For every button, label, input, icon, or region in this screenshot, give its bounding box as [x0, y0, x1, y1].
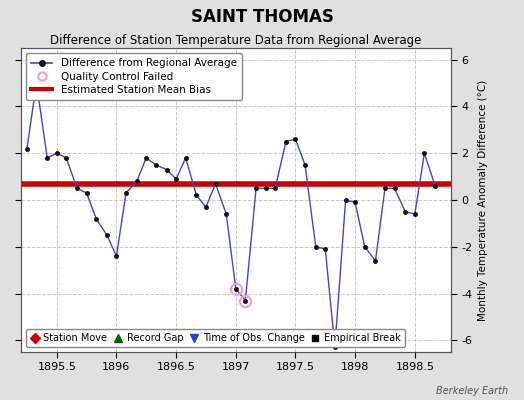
Legend: Station Move, Record Gap, Time of Obs. Change, Empirical Break: Station Move, Record Gap, Time of Obs. C…: [26, 329, 405, 347]
Text: Berkeley Earth: Berkeley Earth: [436, 386, 508, 396]
Y-axis label: Monthly Temperature Anomaly Difference (°C): Monthly Temperature Anomaly Difference (…: [478, 79, 488, 321]
Title: Difference of Station Temperature Data from Regional Average: Difference of Station Temperature Data f…: [50, 34, 421, 47]
Text: SAINT THOMAS: SAINT THOMAS: [191, 8, 333, 26]
